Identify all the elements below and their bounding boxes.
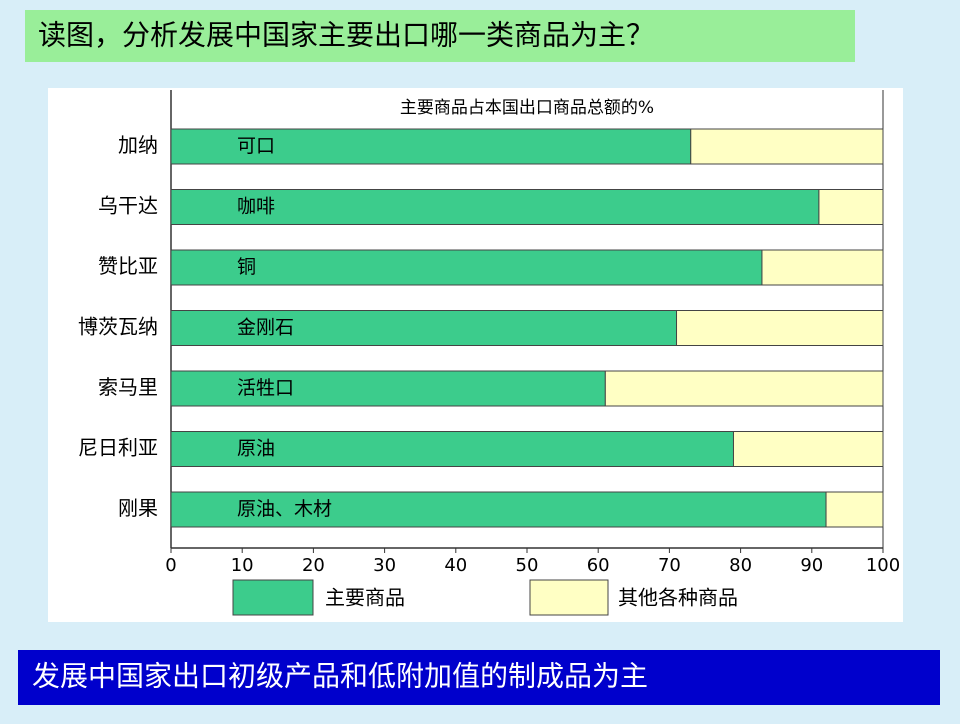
bar-segment	[170, 491, 827, 528]
bar-label: 咖啡	[237, 196, 275, 218]
bar-segment	[690, 128, 884, 165]
legend-label: 其他各种商品	[618, 586, 738, 610]
header-title: 读图，分析发展中国家主要出口哪一类商品为主？	[38, 19, 654, 52]
legend-swatch	[232, 579, 314, 616]
chart-panel	[48, 88, 903, 622]
x-tick-label: 0	[165, 555, 176, 576]
bar-label: 活牲口	[237, 377, 294, 399]
bar-segment	[825, 491, 884, 528]
footer-box	[18, 650, 940, 705]
bar-segment	[604, 370, 884, 407]
legend-swatch	[529, 579, 609, 616]
y-tick-label: 加纳	[118, 133, 158, 157]
bar-segment	[818, 189, 884, 225]
footer-text: 发展中国家出口初级产品和低附加值的制成品为主	[32, 660, 648, 693]
bar-segment	[170, 249, 763, 286]
x-tick-label: 50	[516, 555, 539, 576]
y-tick-label: 乌干达	[98, 194, 158, 218]
bar-label: 原油	[237, 438, 275, 460]
bar-segment	[170, 128, 692, 165]
x-tick-label: 30	[373, 555, 396, 576]
x-tick-label: 80	[729, 555, 752, 576]
legend-label: 主要商品	[325, 586, 405, 610]
y-tick-label: 索马里	[98, 375, 158, 399]
bar-label: 可口	[237, 135, 275, 157]
x-tick-label: 10	[231, 555, 254, 576]
y-tick-label: 尼日利亚	[78, 436, 158, 460]
bar-segment	[676, 310, 884, 346]
x-tick-label: 20	[302, 555, 325, 576]
y-tick-label: 刚果	[118, 496, 158, 520]
y-tick-label: 赞比亚	[98, 254, 158, 278]
chart-title: 主要商品占本国出口商品总额的%	[400, 98, 654, 118]
x-tick-label: 60	[587, 555, 610, 576]
bar-segment	[761, 249, 884, 286]
bar-segment	[170, 189, 820, 225]
y-tick-label: 博茨瓦纳	[78, 315, 158, 339]
x-tick-label: 40	[444, 555, 467, 576]
bar-label: 金刚石	[237, 317, 294, 339]
bar-segment	[170, 431, 734, 467]
bar-segment	[732, 431, 884, 467]
bar-label: 原油、木材	[237, 498, 332, 520]
bar-segment	[170, 370, 606, 407]
header-box	[25, 10, 855, 62]
bar-segment	[170, 310, 678, 346]
x-tick-label: 70	[658, 555, 681, 576]
x-tick-label: 90	[800, 555, 823, 576]
x-tick-label: 100	[866, 555, 900, 576]
bar-label: 铜	[237, 256, 256, 278]
